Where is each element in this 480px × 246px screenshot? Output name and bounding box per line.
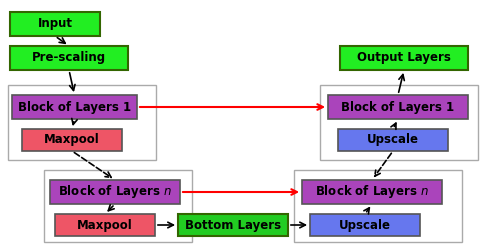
FancyBboxPatch shape [310, 214, 420, 236]
FancyBboxPatch shape [55, 214, 155, 236]
FancyBboxPatch shape [22, 129, 122, 151]
FancyBboxPatch shape [10, 46, 128, 70]
FancyBboxPatch shape [12, 95, 137, 119]
FancyBboxPatch shape [328, 95, 468, 119]
Text: Input: Input [37, 17, 72, 31]
Text: Maxpool: Maxpool [77, 218, 133, 231]
Text: Pre-scaling: Pre-scaling [32, 51, 106, 64]
Text: Block of Layers $n$: Block of Layers $n$ [315, 184, 429, 200]
Text: Maxpool: Maxpool [44, 134, 100, 147]
Bar [8, 85, 156, 160]
FancyBboxPatch shape [10, 12, 100, 36]
FancyBboxPatch shape [340, 46, 468, 70]
Text: Bottom Layers: Bottom Layers [185, 218, 281, 231]
FancyBboxPatch shape [302, 180, 442, 204]
Text: Block of Layers 1: Block of Layers 1 [18, 101, 131, 113]
Text: Block of Layers 1: Block of Layers 1 [341, 101, 455, 113]
Text: Upscale: Upscale [367, 134, 419, 147]
FancyBboxPatch shape [178, 214, 288, 236]
Text: Upscale: Upscale [339, 218, 391, 231]
Bar [320, 85, 478, 160]
FancyBboxPatch shape [50, 180, 180, 204]
FancyBboxPatch shape [338, 129, 448, 151]
Text: Output Layers: Output Layers [357, 51, 451, 64]
Bar [44, 170, 192, 242]
Bar [294, 170, 462, 242]
Text: Block of Layers $n$: Block of Layers $n$ [58, 184, 172, 200]
